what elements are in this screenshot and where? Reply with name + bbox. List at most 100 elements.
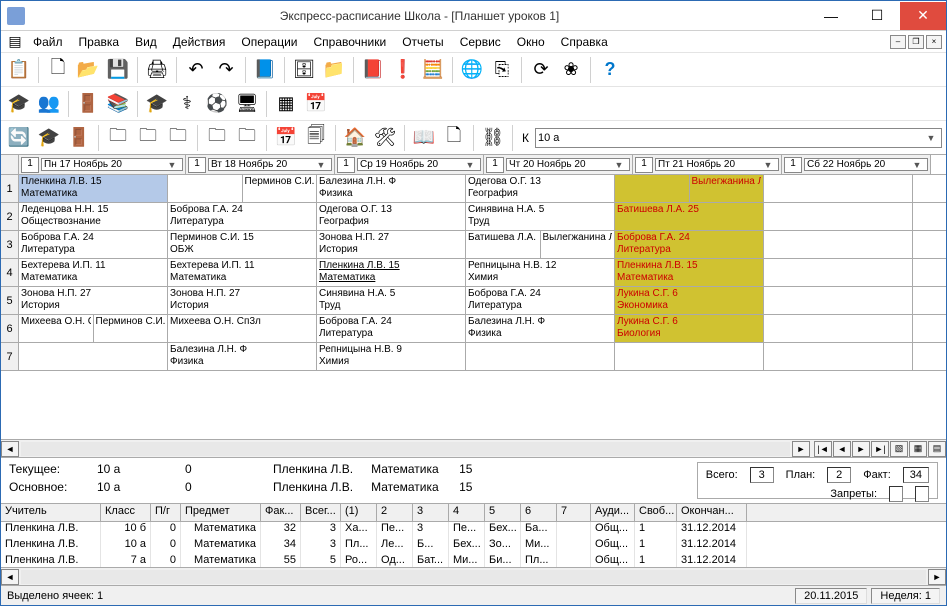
day-date-combo[interactable]: Пт 21 Ноябрь 20▼ — [655, 158, 779, 171]
menu-отчеты[interactable]: Отчеты — [394, 33, 451, 51]
calendar-icon[interactable]: 📅 — [302, 90, 330, 118]
table-header[interactable]: 2 — [377, 504, 413, 521]
lesson-cell[interactable]: Лукина С.Г. 6Биология — [615, 315, 764, 342]
day-date-combo[interactable]: Сб 22 Ноябрь 20▼ — [804, 158, 928, 171]
minimize-button[interactable]: — — [808, 2, 854, 30]
lesson-cell[interactable]: Перминов С.И. Ак3л — [168, 175, 317, 202]
table-header[interactable]: П/г — [151, 504, 181, 521]
lesson-cell[interactable] — [764, 231, 913, 258]
table-header[interactable]: Всег... — [301, 504, 341, 521]
computer-icon[interactable]: 🖥 — [233, 90, 261, 118]
redo-icon[interactable]: ↷ — [212, 56, 240, 84]
table-header[interactable]: Своб... — [635, 504, 677, 521]
home-icon[interactable]: 🏠 — [341, 124, 369, 152]
fld3-icon[interactable]: 🗀 — [203, 124, 231, 152]
book-red-icon[interactable]: 📕 — [359, 56, 387, 84]
menu-вид[interactable]: Вид — [127, 33, 165, 51]
menu-сервис[interactable]: Сервис — [452, 33, 509, 51]
lesson-cell[interactable]: Лукина С.Г. 6Экономика — [615, 287, 764, 314]
table-header[interactable]: Предмет — [181, 504, 261, 521]
nav-last-icon[interactable]: ►| — [871, 441, 889, 457]
table-header[interactable]: Ауди... — [591, 504, 635, 521]
cal2-icon[interactable]: 📅 — [272, 124, 300, 152]
lesson-cell[interactable] — [764, 343, 913, 370]
abacus-icon[interactable]: 🧮 — [419, 56, 447, 84]
nav-next-icon[interactable]: ► — [852, 441, 870, 457]
day-num[interactable]: 1 — [337, 157, 355, 173]
lesson-cell[interactable]: Пленкина Л.В. 15Математика — [19, 175, 168, 202]
lesson-cell[interactable] — [466, 343, 615, 370]
class-combo[interactable]: 10 а ▼ — [535, 128, 942, 148]
lesson-cell[interactable] — [764, 203, 913, 230]
menu-справочники[interactable]: Справочники — [306, 33, 395, 51]
table-header[interactable]: Фак... — [261, 504, 301, 521]
export-icon[interactable]: ⎘ — [488, 56, 516, 84]
menu-операции[interactable]: Операции — [233, 33, 305, 51]
lesson-cell[interactable]: Перминов С.И. 15ОБЖ — [168, 231, 317, 258]
lesson-cell[interactable]: Боброва Г.А. 24Литература — [615, 231, 764, 258]
day-date-combo[interactable]: Вт 18 Ноябрь 20▼ — [208, 158, 332, 171]
lesson-cell[interactable]: Репницына Н.В. 12Химия — [466, 259, 615, 286]
menu-окно[interactable]: Окно — [509, 33, 553, 51]
fld4-icon[interactable]: 🗀 — [233, 124, 261, 152]
people-icon[interactable]: 👥 — [35, 90, 63, 118]
doc-icon[interactable]: 🗋 — [440, 124, 468, 152]
lesson-cell[interactable] — [764, 315, 913, 342]
nav-first-icon[interactable]: |◄ — [814, 441, 832, 457]
del-icon[interactable]: 🗀 — [104, 124, 132, 152]
book2-icon[interactable]: 📖 — [410, 124, 438, 152]
lesson-cell[interactable]: Пленкина Л.В. 15Математика — [317, 259, 466, 286]
lesson-cell[interactable]: Пленкина Л.В. 15Математика — [615, 259, 764, 286]
fld2-icon[interactable]: 🗀 — [164, 124, 192, 152]
lesson-cell[interactable]: Балезина Л.Н. ФФизика — [168, 343, 317, 370]
lesson-cell[interactable]: Одегова О.Г. 13География — [466, 175, 615, 202]
undo-icon[interactable]: ↶ — [182, 56, 210, 84]
folders-icon[interactable]: 📁 — [320, 56, 348, 84]
reload-icon[interactable]: 🔄 — [5, 124, 33, 152]
lesson-cell[interactable] — [19, 343, 168, 370]
edit-icon[interactable]: 📘 — [251, 56, 279, 84]
lesson-cell[interactable]: Синявина Н.А. 5Труд — [466, 203, 615, 230]
table-header[interactable]: Окончан... — [677, 504, 747, 521]
nav-opt3-icon[interactable]: ▤ — [928, 441, 946, 457]
lesson-cell[interactable]: Балезина Л.Н. ФФизика — [466, 315, 615, 342]
day-num[interactable]: 1 — [635, 157, 653, 173]
mdi-restore[interactable]: ❐ — [908, 35, 924, 49]
fld1-icon[interactable]: 🗀 — [134, 124, 162, 152]
day-num[interactable]: 1 — [784, 157, 802, 173]
lesson-cell[interactable]: Зонова Н.П. 27История — [19, 287, 168, 314]
table-row[interactable]: Пленкина Л.В.10 а0Математика343Пл...Ле..… — [1, 538, 946, 554]
table-row[interactable]: Пленкина Л.В.10 б0Математика323Ха...Пе..… — [1, 522, 946, 538]
lesson-cell[interactable]: Михеева О.Н. Сп3л — [168, 315, 317, 342]
table-header[interactable]: 4 — [449, 504, 485, 521]
globe-icon[interactable]: 🌐 — [458, 56, 486, 84]
table-header[interactable]: 5 — [485, 504, 521, 521]
menu-справка[interactable]: Справка — [553, 33, 616, 51]
nav-opt1-icon[interactable]: ▧ — [890, 441, 908, 457]
maximize-button[interactable]: ☐ — [854, 2, 900, 30]
table-header[interactable]: (1) — [341, 504, 377, 521]
lesson-cell[interactable] — [764, 287, 913, 314]
print-icon[interactable]: 🖨 — [143, 56, 171, 84]
day-num[interactable]: 1 — [21, 157, 39, 173]
lesson-cell[interactable]: Одегова О.Г. 13География — [317, 203, 466, 230]
swap-icon[interactable]: 🎓 — [35, 124, 63, 152]
mdi-minimize[interactable]: – — [890, 35, 906, 49]
table-header[interactable]: 3 — [413, 504, 449, 521]
nav-opt2-icon[interactable]: ▦ — [909, 441, 927, 457]
page-alert-icon[interactable]: ❗ — [389, 56, 417, 84]
drawer-icon[interactable]: 🗄 — [290, 56, 318, 84]
lesson-cell[interactable]: Боброва Г.А. 24Литература — [317, 315, 466, 342]
medical-icon[interactable]: ⚕ — [173, 90, 201, 118]
door-icon[interactable]: 🚪 — [74, 90, 102, 118]
lesson-cell[interactable]: Бехтерева И.П. 11Математика — [19, 259, 168, 286]
open-icon[interactable]: 📂 — [74, 56, 102, 84]
new-icon[interactable]: 🗋 — [44, 56, 72, 84]
refresh-icon[interactable]: ⟳ — [527, 56, 555, 84]
menu-файл[interactable]: Файл — [25, 33, 71, 51]
table-hscroll[interactable]: ◄► — [1, 567, 946, 585]
flower-icon[interactable]: ❀ — [557, 56, 585, 84]
cap-icon[interactable]: 🎓 — [5, 90, 33, 118]
scroll-right-icon[interactable]: ► — [792, 441, 810, 457]
close-button[interactable]: ✕ — [900, 2, 946, 30]
